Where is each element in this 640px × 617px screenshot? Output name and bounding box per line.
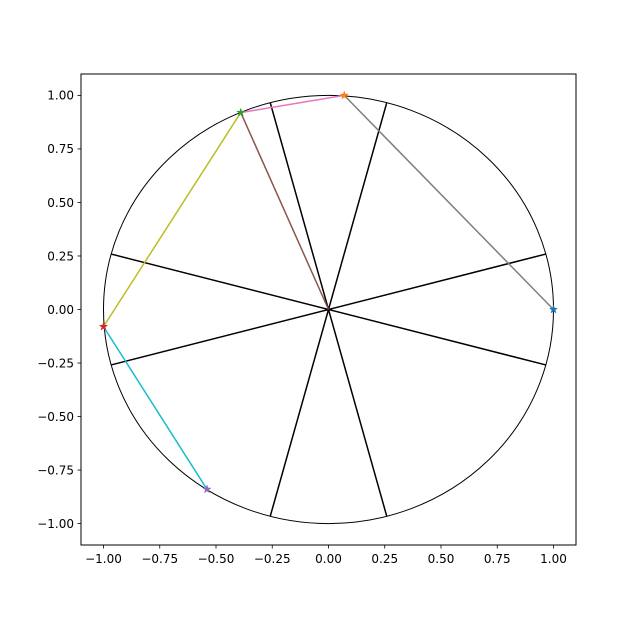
point-marker-3 bbox=[98, 321, 109, 331]
segment-line-2 bbox=[343, 94, 555, 311]
y-tick-label: −0.25 bbox=[37, 356, 74, 370]
segment-line-4 bbox=[102, 326, 208, 490]
x-tick-label: 0.00 bbox=[315, 552, 342, 566]
y-tick-label: −0.75 bbox=[37, 463, 74, 477]
segment-line-0 bbox=[240, 112, 330, 310]
point-marker-2 bbox=[236, 107, 246, 117]
plot-area bbox=[98, 90, 559, 525]
y-tick-label: 0.50 bbox=[47, 196, 74, 210]
segment-line-1 bbox=[240, 94, 345, 114]
y-tick-label: −0.50 bbox=[37, 410, 74, 424]
x-tick-label: −1.00 bbox=[85, 552, 122, 566]
segment-line-3 bbox=[102, 112, 242, 328]
x-tick-label: 0.75 bbox=[484, 552, 511, 566]
y-tick-label: 1.00 bbox=[47, 89, 74, 103]
x-tick-label: −0.25 bbox=[254, 552, 291, 566]
y-tick-label: 0.00 bbox=[47, 303, 74, 317]
point-marker-1 bbox=[339, 90, 349, 100]
axis-ticks: −1.00 −0.75 −0.50 −0.25 0.00 0.25 0.50 0.75 1.00… bbox=[37, 89, 567, 566]
point-marker-0 bbox=[548, 304, 559, 314]
y-tick-label: −1.00 bbox=[37, 517, 74, 531]
x-tick-label: −0.50 bbox=[198, 552, 235, 566]
x-tick-label: 0.50 bbox=[428, 552, 455, 566]
x-tick-label: −0.75 bbox=[141, 552, 178, 566]
x-tick-label: 0.25 bbox=[371, 552, 398, 566]
y-tick-label: 0.25 bbox=[47, 249, 74, 263]
y-tick-label: 0.75 bbox=[47, 142, 74, 156]
point-marker-4 bbox=[202, 484, 212, 494]
x-tick-label: 1.00 bbox=[540, 552, 567, 566]
